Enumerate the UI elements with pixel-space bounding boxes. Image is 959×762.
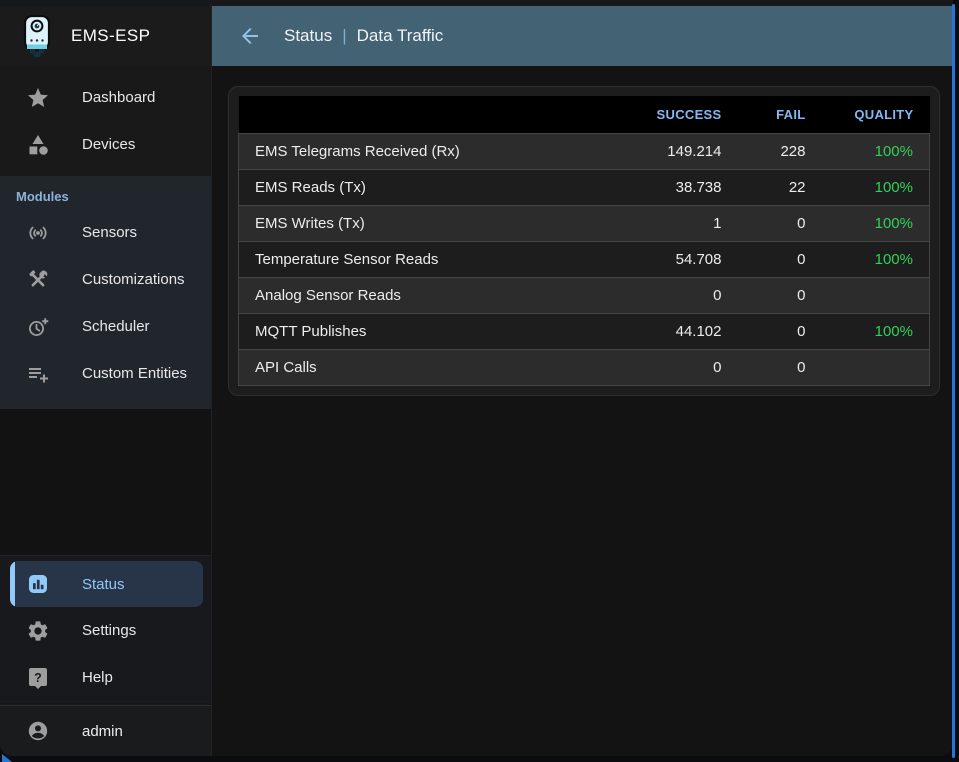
star-icon [26,86,50,110]
sidebar-item-label: Customizations [82,271,185,288]
sidebar-item-label: Devices [82,136,136,153]
metric-success: 1 [713,215,722,232]
title-separator: | [342,26,347,45]
mouse-cursor [2,754,12,762]
sidebar-item-label: Scheduler [82,318,150,335]
metric-quality: 100% [874,143,913,160]
sidebar: EMS-ESP Dashboard Devices Modules [0,6,212,756]
data-traffic-table: SUCCESS FAIL QUALITY EMS Telegrams Recei… [238,96,930,386]
metric-quality: 100% [874,251,913,268]
table-row: EMS Telegrams Received (Rx) 149.214 228 … [238,133,930,170]
playlist-add-icon [26,362,50,386]
metric-fail: 0 [797,323,806,340]
help-icon: ? [26,666,50,690]
table-row: API Calls 0 0 [238,349,930,386]
sidebar-spacer [0,409,211,555]
metric-fail: 0 [797,251,806,268]
app-title: EMS-ESP [71,26,151,45]
metric-quality: 100% [874,215,913,232]
back-button[interactable] [232,18,268,54]
table-row: Analog Sensor Reads 0 0 [238,277,930,314]
sidebar-item-help[interactable]: ? Help [0,654,211,701]
metric-fail: 0 [797,359,806,376]
sidebar-item-customizations[interactable]: Customizations [0,256,211,303]
modules-section-header: Modules [16,189,69,204]
sidebar-item-custom-entities[interactable]: Custom Entities [0,350,211,397]
sidebar-bottom-nav: Status Settings ? Help [0,555,211,703]
sidebar-top-nav: Dashboard Devices [0,66,211,176]
metric-success: 0 [713,287,722,304]
metric-success: 44.102 [675,323,722,340]
sensors-icon [26,221,50,245]
metric-success: 54.708 [675,251,722,268]
sidebar-item-label: Custom Entities [82,365,188,382]
app-bar: Status | Data Traffic [212,6,953,66]
subpage-title: Data Traffic [356,26,444,45]
col-header-name [239,96,618,134]
sidebar-item-settings[interactable]: Settings [0,607,211,654]
table-row: EMS Reads (Tx) 38.738 22 100% [238,169,930,206]
page-title: Status | Data Traffic [284,26,443,46]
metric-fail: 228 [780,143,806,160]
sidebar-item-dashboard[interactable]: Dashboard [0,74,211,121]
account-circle-icon [26,719,50,743]
arrow-back-icon [242,28,258,44]
svg-text:?: ? [34,670,42,684]
metric-quality: 100% [874,179,913,196]
col-header-fail: FAIL [776,107,806,122]
col-header-quality: QUALITY [854,107,914,122]
sidebar-divider [0,705,211,706]
metric-quality: 100% [874,323,913,340]
user-label: admin [82,722,123,740]
metric-name: Temperature Sensor Reads [255,251,439,268]
metric-fail: 0 [797,215,806,232]
sidebar-item-label: Settings [82,622,137,639]
metric-name: EMS Telegrams Received (Rx) [255,143,460,160]
metric-name: MQTT Publishes [255,323,367,340]
sidebar-item-sensors[interactable]: Sensors [0,209,211,256]
metric-quality [822,278,930,314]
metric-name: API Calls [255,359,317,376]
table-row: Temperature Sensor Reads 54.708 0 100% [238,241,930,278]
metric-fail: 22 [788,179,806,196]
metric-success: 38.738 [675,179,722,196]
col-header-success: SUCCESS [656,107,722,122]
sidebar-item-label: Status [82,575,125,593]
metric-fail: 0 [797,287,806,304]
table-row: MQTT Publishes 44.102 0 100% [238,313,930,350]
sidebar-item-label: Dashboard [82,89,156,106]
sidebar-item-status[interactable]: Status [10,561,203,607]
main-area: Status | Data Traffic SUCCESS FAIL [212,6,953,756]
section-title: Status [284,26,333,45]
tools-icon [26,268,50,292]
sidebar-modules-section: Modules Sensors [0,176,211,409]
category-icon [26,133,50,157]
metric-name: EMS Writes (Tx) [255,215,365,232]
content-area: SUCCESS FAIL QUALITY EMS Telegrams Recei… [212,66,953,756]
window-top-edge [0,0,953,6]
clock-plus-icon [26,315,50,339]
table-row: EMS Writes (Tx) 1 0 100% [238,205,930,242]
table-header-row: SUCCESS FAIL QUALITY [238,96,930,134]
data-traffic-card: SUCCESS FAIL QUALITY EMS Telegrams Recei… [228,86,940,396]
window-focus-edge [952,4,955,758]
metric-name: EMS Reads (Tx) [255,179,366,196]
app-logo-row: EMS-ESP [0,6,211,66]
sidebar-item-label: Sensors [82,224,138,241]
metric-success: 0 [713,359,722,376]
metric-name: Analog Sensor Reads [255,287,401,304]
sidebar-item-label: Help [82,669,113,686]
gear-icon [26,619,50,643]
metric-success: 149.214 [667,143,722,160]
sidebar-item-scheduler[interactable]: Scheduler [0,303,211,350]
boiler-icon [20,13,54,59]
metric-quality [822,350,930,386]
sidebar-item-devices[interactable]: Devices [0,121,211,168]
bar-chart-icon [26,572,50,596]
sidebar-item-user[interactable]: admin [0,706,211,756]
